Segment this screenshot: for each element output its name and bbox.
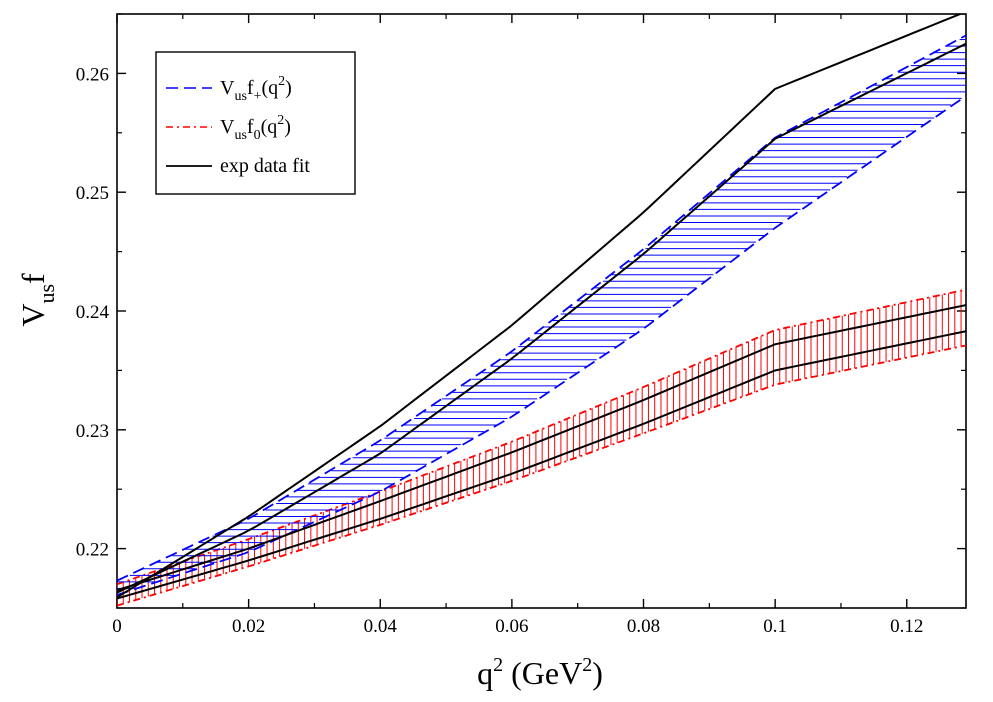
legend: Vusf+(q2) Vusf0(q2) exp data fit	[155, 51, 356, 195]
x-tick-label: 0.02	[232, 616, 265, 637]
y-tick-labels: 0.22 0.23 0.24 0.25 0.26	[76, 64, 110, 560]
exp-fit-line	[117, 304, 966, 592]
x-tick-label: 0.1	[763, 616, 787, 637]
fzero-lower-bound	[117, 344, 966, 607]
fplus-lower-bound	[117, 95, 966, 596]
x-tick-label: 0.06	[495, 616, 528, 637]
legend-label-fplus: Vusf+(q2)	[220, 74, 292, 104]
x-tick-label: 0.12	[890, 616, 923, 637]
y-tick-label: 0.26	[76, 64, 109, 85]
exp-fit-line	[117, 42, 966, 594]
y-tick-label: 0.24	[76, 302, 110, 323]
x-tick-label: 0.08	[627, 616, 660, 637]
fplus-upper-bound	[117, 34, 966, 582]
fplus-band	[117, 34, 966, 596]
y-tick-label: 0.22	[76, 540, 109, 561]
exp-fit-line	[117, 14, 963, 599]
x-tick-label: 0	[112, 616, 122, 637]
legend-label-exp: exp data fit	[220, 155, 310, 177]
data-layer	[117, 14, 966, 607]
x-axis-label: q2 (GeV2)	[477, 654, 603, 691]
y-tick-label: 0.25	[76, 183, 109, 204]
y-tick-label: 0.23	[76, 421, 109, 442]
legend-label-fzero: Vusf0(q2)	[220, 113, 291, 143]
x-tick-labels: 0 0.02 0.04 0.06 0.08 0.1 0.12	[112, 616, 923, 637]
legend-box	[155, 51, 356, 195]
y-axis-label: Vusf	[15, 273, 59, 327]
x-tick-label: 0.04	[364, 616, 398, 637]
exp-fit-line	[117, 330, 966, 600]
fzero-band	[117, 288, 966, 607]
ticks-layer	[116, 13, 966, 609]
